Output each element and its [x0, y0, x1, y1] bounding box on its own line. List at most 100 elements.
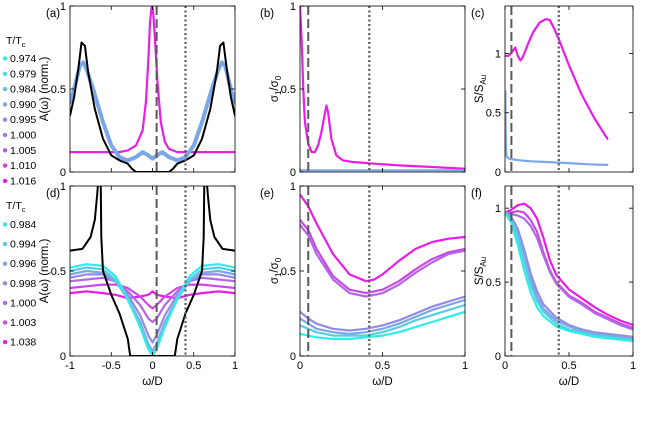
- y-axis-label: σ1/σ0: [269, 257, 283, 284]
- legend-marker: [2, 178, 8, 184]
- panel-label: (d): [46, 188, 60, 200]
- axes-frame: [504, 5, 634, 173]
- series-line: [300, 310, 465, 341]
- series-line: [300, 6, 465, 170]
- series-line: [300, 295, 465, 332]
- panel-label: (e): [260, 188, 274, 200]
- y-tick-label: 1: [495, 48, 501, 60]
- panels: 00.51(a)A(ω) (norm.)00.51(b)σ1/σ000.51(c…: [39, 1, 636, 388]
- series-line: [70, 263, 235, 356]
- legend-label: 1.005: [10, 145, 36, 157]
- legend-label: 1.016: [10, 175, 36, 187]
- legend-label: 0.998: [10, 278, 36, 290]
- series-line: [505, 211, 633, 338]
- panel-d: -1 -0.5 0 0.5 100.51(d)A(ω) (norm.)ω/D: [39, 181, 238, 388]
- x-tick-label: 0.5: [186, 360, 201, 372]
- x-tick-label: -0.5: [102, 360, 121, 372]
- x-axis-label: ω/D: [372, 376, 392, 388]
- y-axis-label: A(ω) (norm.): [39, 239, 51, 304]
- series-line: [505, 211, 633, 331]
- legend-label: 0.990: [10, 99, 36, 111]
- panel-e: 0 0.5 1 0 0.5 1 (e) σ1/σ0 ω/D: [260, 181, 468, 388]
- y-tick-label: 0.5: [51, 266, 66, 278]
- series-line: [505, 211, 633, 341]
- x-tick-label: 1: [232, 360, 238, 372]
- y-tick-label: 1: [60, 181, 66, 193]
- y-tick-label: 1: [495, 203, 501, 215]
- legend-marker: [2, 71, 8, 77]
- legend-label: 0.984: [10, 84, 36, 96]
- y-tick-label: 0: [60, 351, 66, 363]
- x-tick-label: 0: [149, 360, 155, 372]
- legend-label: 0.974: [10, 53, 36, 65]
- y-axis-label: S/SAu: [474, 75, 488, 103]
- series-group: [300, 6, 465, 172]
- legend-marker: [2, 132, 8, 138]
- series-group: [70, 186, 235, 356]
- series-group: [70, 6, 235, 172]
- legend-bottom-title: T/Tc: [6, 200, 26, 214]
- series-line: [300, 298, 465, 335]
- series-line: [70, 283, 235, 310]
- legend-marker: [2, 320, 8, 325]
- axes-frame: [299, 5, 466, 173]
- y-tick-label: 0.5: [486, 277, 501, 289]
- legend-bottom-entries: 0.984 0.994 0.996 0.998 1.000 1.003 1.038: [2, 219, 36, 349]
- series-line: [70, 6, 235, 154]
- series-group: [505, 17, 609, 166]
- legend-marker: [2, 339, 8, 345]
- legend-top-entries: 0.974 0.979 0.984 0.990 0.995 1.000 1.005 1.010…: [2, 53, 36, 187]
- legend-marker: [2, 241, 8, 247]
- series-line: [505, 90, 609, 166]
- legend-marker: [2, 281, 8, 286]
- x-tick-label: 1: [630, 360, 636, 372]
- panel-label: (c): [471, 8, 485, 20]
- y-tick-label: 1: [60, 1, 66, 13]
- series-group: [505, 202, 633, 343]
- legend-marker: [2, 117, 8, 122]
- legend-marker: [2, 261, 8, 266]
- y-tick-label: 0: [60, 167, 66, 179]
- panel-label: (f): [471, 188, 482, 200]
- legend-marker: [2, 163, 8, 168]
- y-tick-label: 0.5: [281, 266, 296, 278]
- y-tick-label: 0.5: [281, 84, 296, 96]
- y-tick-label: 1: [290, 1, 296, 13]
- y-tick-label: 0.5: [51, 84, 66, 96]
- series-line: [70, 290, 235, 300]
- legend-label: 1.000: [10, 297, 36, 309]
- y-axis-label: S/SAu: [474, 257, 488, 285]
- x-tick-label: 1: [462, 360, 468, 372]
- x-axis-label: ω/D: [559, 376, 579, 388]
- series-group: [300, 193, 465, 341]
- panel-f: 0 0.5 1 0 0.5 1 (f) S/SAu ω/D: [471, 185, 636, 388]
- legend-top: T/Tc 0.974 0.979 0.984 0.990 0.995 1.000 1.005…: [2, 35, 36, 187]
- series-line: [300, 303, 465, 337]
- y-tick-label: 0: [290, 351, 296, 363]
- panel-b: 0 0.5 1 (b) σ1/σ0: [260, 1, 466, 179]
- y-tick-label: 0.5: [486, 108, 501, 120]
- legend-label: 0.984: [10, 219, 36, 231]
- legend-label: 1.000: [10, 130, 36, 142]
- series-line: [70, 276, 235, 324]
- series-line: [505, 211, 633, 340]
- y-axis-label: A(ω) (norm.): [39, 57, 51, 122]
- panel-c: 0 0.5 1 (c) S/SAu: [471, 5, 634, 179]
- legend-bottom: T/Tc 0.984 0.994 0.996 0.998 1.000 1.003 1.038: [2, 200, 36, 349]
- series-line: [300, 218, 465, 295]
- x-tick-label: 0: [502, 360, 508, 372]
- series-line: [70, 41, 235, 172]
- legend-label: 0.994: [10, 239, 36, 251]
- x-tick-label: -1: [65, 360, 75, 372]
- legend-marker: [2, 56, 8, 61]
- x-tick-label: 0.5: [375, 360, 390, 372]
- legend-marker: [2, 300, 8, 306]
- y-tick-label: 0: [495, 351, 501, 363]
- legend-label: 1.010: [10, 160, 36, 172]
- x-tick-label: 0: [297, 360, 303, 372]
- y-tick-label: 1: [290, 181, 296, 193]
- series-line: [300, 193, 465, 283]
- legend-label: 1.038: [10, 337, 36, 349]
- series-line: [505, 202, 633, 327]
